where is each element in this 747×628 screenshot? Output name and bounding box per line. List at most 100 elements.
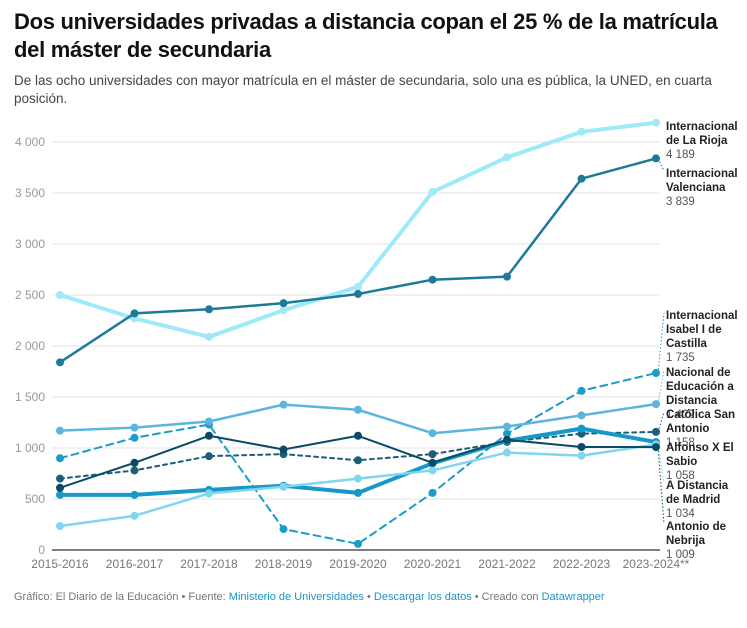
series-label-name: Distancia (666, 395, 718, 407)
data-point (354, 488, 362, 497)
data-point (503, 153, 511, 162)
data-point (428, 466, 437, 475)
series-nacional-de-educaci-n-a-distancia (56, 400, 660, 438)
label-connector (657, 411, 665, 433)
series-label-name: Internacional (666, 168, 738, 180)
data-point (428, 488, 437, 497)
data-point (130, 458, 139, 467)
data-point (577, 127, 586, 136)
series-line (58, 157, 658, 364)
datawrapper-link[interactable]: Datawrapper (541, 591, 605, 603)
data-point (428, 458, 437, 467)
data-point (205, 489, 213, 498)
series-cat-lica-san-antonio (56, 427, 660, 483)
chart-title: Dos universidades privadas a distancia c… (14, 9, 718, 62)
data-point (652, 400, 660, 409)
data-point (205, 332, 213, 341)
series-label: Nacional de Educación a Distancia 1 4?? (666, 367, 734, 421)
data-point (279, 445, 288, 454)
data-point (56, 454, 64, 463)
x-tick-label: 2023-2024** (623, 557, 690, 571)
footer-credit: Gráfico: El Diario de la Educación • Fue… (14, 591, 229, 603)
x-tick-label: 2021-2022 (478, 557, 536, 571)
series-label-name: de Madrid (666, 494, 720, 506)
y-tick-label: 1 500 (15, 390, 45, 404)
source-link[interactable]: Ministerio de Universidades (228, 591, 364, 603)
x-tick-label: 2015-2016 (31, 557, 89, 571)
data-point (56, 291, 64, 299)
series-label-name: Sabio (666, 456, 697, 468)
data-point (577, 451, 586, 460)
data-point (354, 539, 362, 548)
data-point (503, 448, 511, 457)
series-label-name: Internacional (666, 310, 738, 322)
series-labels: Internacional de La Rioja 4 189 Internacion… (666, 121, 738, 561)
series-label-name: Antonio (666, 423, 709, 435)
y-tick-label: 2 500 (15, 288, 45, 302)
data-point (652, 443, 660, 452)
data-point (130, 423, 139, 432)
data-point (428, 450, 437, 459)
data-point (130, 466, 139, 475)
series-label-name: Alfonso X El (666, 442, 734, 454)
series-label-value: 1 009 (666, 549, 695, 561)
series-label-name: Católica San (666, 409, 735, 421)
series-line (59, 372, 657, 545)
data-point (56, 426, 64, 435)
data-point (428, 429, 437, 438)
download-data-link[interactable]: Descargar los datos (373, 591, 472, 603)
label-connectors (657, 158, 665, 525)
x-tick-label: 2017-2018 (180, 557, 238, 571)
data-point (130, 433, 139, 442)
series-label: Internacional de La Rioja 4 189 (666, 121, 738, 161)
data-point (205, 452, 213, 461)
series-label-value: 4 189 (666, 149, 695, 161)
series-a-distancia-de-madrid (56, 440, 660, 531)
footer-separator: • (363, 591, 374, 603)
series-antonio-de-nebrija (56, 431, 660, 492)
series-label-name: Educación a (666, 381, 734, 393)
series-label-name: de La Rioja (666, 135, 728, 147)
gridlines (52, 141, 660, 551)
data-point (354, 405, 362, 414)
data-point (205, 431, 213, 440)
data-point (577, 424, 586, 433)
data-point (56, 490, 64, 499)
x-tick-label: 2019-2020 (329, 557, 387, 571)
data-point (354, 282, 362, 291)
series-label-value: 1 034 (666, 508, 695, 520)
data-point (503, 435, 511, 444)
label-connector (657, 158, 665, 172)
data-point (428, 187, 437, 196)
y-tick-label: 500 (25, 492, 45, 506)
data-point (279, 400, 288, 409)
y-tick-label: 0 (38, 543, 45, 557)
x-tick-label: 2022-2023 (553, 557, 611, 571)
x-tick-label: 2018-2019 (255, 557, 313, 571)
series-line (58, 120, 658, 339)
x-axis-ticks: 2015-2016 2016-2017 2017-2018 2018-2019 2019… (31, 557, 689, 571)
y-tick-label: 1 000 (15, 441, 45, 455)
data-point (205, 305, 213, 314)
footer-created-with: • Creado con (471, 591, 542, 603)
series-label: Internacional Isabel I de Castilla 1 735 (666, 310, 738, 364)
series-label-name: Isabel I de (666, 324, 722, 336)
data-point (130, 490, 139, 499)
series-label: A Distancia de Madrid 1 034 (666, 480, 729, 520)
series-label-name: Castilla (666, 338, 708, 350)
data-point (652, 154, 660, 163)
y-tick-label: 3 500 (15, 186, 45, 200)
data-point (503, 422, 511, 431)
data-point (279, 482, 288, 491)
data-point (130, 511, 139, 520)
chart-subtitle: De las ocho universidades con mayor matr… (14, 73, 712, 106)
data-point (56, 522, 64, 531)
label-connector (657, 312, 665, 374)
series-label-value: 1 735 (666, 352, 695, 364)
y-tick-label: 2 000 (15, 339, 45, 353)
data-point (354, 474, 362, 483)
data-point (205, 417, 213, 426)
series-label-value: 1 158 (666, 437, 695, 449)
data-point (354, 289, 362, 298)
